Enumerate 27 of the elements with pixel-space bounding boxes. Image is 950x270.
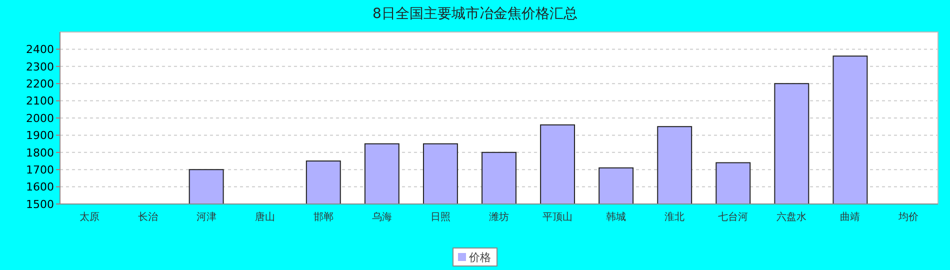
- y-tick-label: 1600: [26, 180, 54, 194]
- x-tick-label: 曲靖: [840, 211, 860, 223]
- x-tick-label: 太原: [79, 211, 100, 223]
- x-tick-label: 乌海: [372, 211, 392, 223]
- x-tick-label: 日照: [430, 212, 450, 223]
- y-tick-label: 2300: [26, 60, 54, 74]
- y-tick-label: 2000: [26, 112, 54, 125]
- y-tick-label: 2400: [26, 43, 54, 56]
- x-tick-label: 淮北: [664, 211, 685, 223]
- x-tick-label: 七台河: [718, 211, 748, 223]
- x-tick-label: 邯郸: [313, 211, 334, 223]
- x-tick-label: 韩城: [606, 211, 626, 223]
- y-tick-label: 1500: [26, 198, 54, 211]
- x-tick-label: 潍坊: [489, 211, 509, 223]
- y-tick-label: 1800: [26, 146, 54, 160]
- y-tick-label: 1700: [26, 163, 54, 176]
- x-tick-label: 长治: [138, 211, 158, 223]
- x-tick-label: 河津: [196, 211, 216, 223]
- chart-title: 8日全国主要城市冶金焦价格汇总: [372, 6, 578, 22]
- y-tick-label: 2200: [26, 77, 54, 90]
- y-tick-label: 1900: [26, 129, 54, 142]
- x-tick-label: 均价: [898, 211, 919, 223]
- x-tick-label: 六盘水: [776, 211, 807, 223]
- legend-label: 价格: [468, 251, 491, 264]
- y-tick-label: 2100: [26, 94, 54, 108]
- x-tick-label: 唐山: [254, 211, 275, 223]
- x-tick-label: 平顶山: [542, 211, 573, 223]
